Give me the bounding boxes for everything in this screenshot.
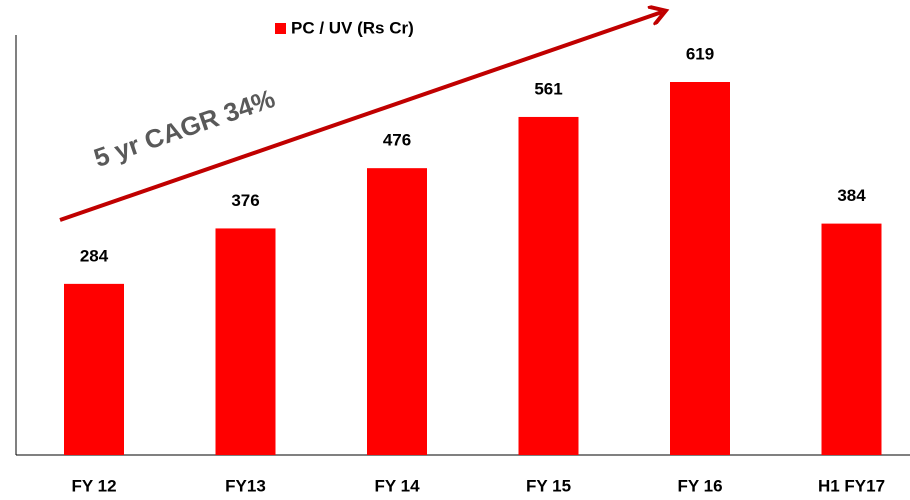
bar (215, 228, 276, 455)
data-label: 376 (231, 191, 259, 210)
bar (367, 168, 427, 456)
annotation: 5 yr CAGR 34% (90, 83, 279, 173)
x-tick-label: FY 14 (374, 476, 420, 495)
bar (670, 82, 730, 455)
data-label: 619 (686, 44, 714, 63)
x-tick-label: FY13 (225, 476, 266, 495)
x-tick-label: FY 15 (526, 476, 571, 495)
legend-label: PC / UV (Rs Cr) (291, 18, 414, 37)
bar (821, 223, 882, 455)
bar (64, 283, 124, 455)
trend-arrow (59, 12, 662, 222)
data-label: 476 (383, 131, 411, 150)
data-label: 384 (837, 186, 866, 205)
data-label: 561 (534, 79, 562, 98)
x-tick-label: FY 12 (71, 476, 116, 495)
data-label: 284 (80, 246, 109, 265)
x-tick-label: H1 FY17 (818, 476, 885, 495)
legend-swatch (275, 23, 286, 34)
bar (518, 116, 579, 455)
x-tick-label: FY 16 (677, 476, 722, 495)
